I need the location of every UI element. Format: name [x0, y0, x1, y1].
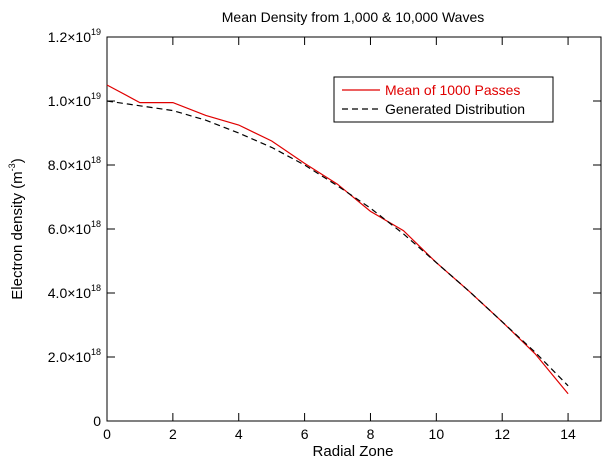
x-tick-label: 14: [560, 426, 576, 442]
y-tick-mantissa: 2.0×10: [48, 349, 91, 365]
y-tick-mantissa: 1.2×10: [48, 29, 91, 45]
series-line-1: [106, 100, 569, 387]
x-tick-label: 8: [367, 426, 375, 442]
x-tick-label: 0: [103, 426, 111, 442]
x-tick-label: 2: [169, 426, 177, 442]
y-tick-exponent: 18: [91, 155, 101, 165]
y-tick-label: 8.0×1018: [48, 155, 101, 173]
y-tick-label: 1.2×1019: [48, 27, 101, 45]
y-tick-exponent: 18: [91, 219, 101, 229]
x-axis: 0 2 4 6 8 10 12 14: [103, 37, 576, 442]
y-axis-title: Electron density (m-3): [7, 158, 26, 299]
y-tick-label: 1.0×1019: [48, 91, 101, 109]
y-tick-mantissa: 4.0×10: [48, 285, 91, 301]
y-tick-exponent: 18: [91, 347, 101, 357]
series-layer: [106, 84, 569, 395]
y-tick-exponent: 19: [91, 91, 101, 101]
y-tick-label: 6.0×1018: [48, 219, 101, 237]
legend-label-0: Mean of 1000 Passes: [385, 82, 520, 98]
series-line-0: [106, 84, 569, 395]
y-tick-label: 0: [93, 413, 101, 429]
y-axis: 02.0×10184.0×10186.0×10188.0×10181.0×101…: [48, 27, 601, 429]
x-tick-label: 6: [301, 426, 309, 442]
y-tick-mantissa: 8.0×10: [48, 157, 91, 173]
x-tick-label: 12: [494, 426, 510, 442]
y-axis-title-exponent: -3: [7, 163, 17, 171]
y-axis-title-prefix: Electron density (m: [9, 171, 26, 299]
y-tick-mantissa: 0: [93, 413, 101, 429]
y-tick-exponent: 18: [91, 283, 101, 293]
legend: Mean of 1000 Passes Generated Distributio…: [333, 76, 554, 123]
chart-title: Mean Density from 1,000 & 10,000 Waves: [222, 9, 485, 25]
legend-label-1: Generated Distribution: [385, 101, 525, 117]
y-tick-mantissa: 6.0×10: [48, 221, 91, 237]
x-axis-title: Radial Zone: [313, 443, 394, 460]
y-tick-mantissa: 1.0×10: [48, 93, 91, 109]
x-tick-label: 10: [429, 426, 445, 442]
y-axis-title-suffix: ): [9, 158, 26, 163]
y-tick-label: 2.0×1018: [48, 347, 101, 365]
legend-box: [333, 76, 554, 123]
y-tick-exponent: 19: [91, 27, 101, 37]
y-tick-label: 4.0×1018: [48, 283, 101, 301]
x-tick-label: 4: [235, 426, 243, 442]
